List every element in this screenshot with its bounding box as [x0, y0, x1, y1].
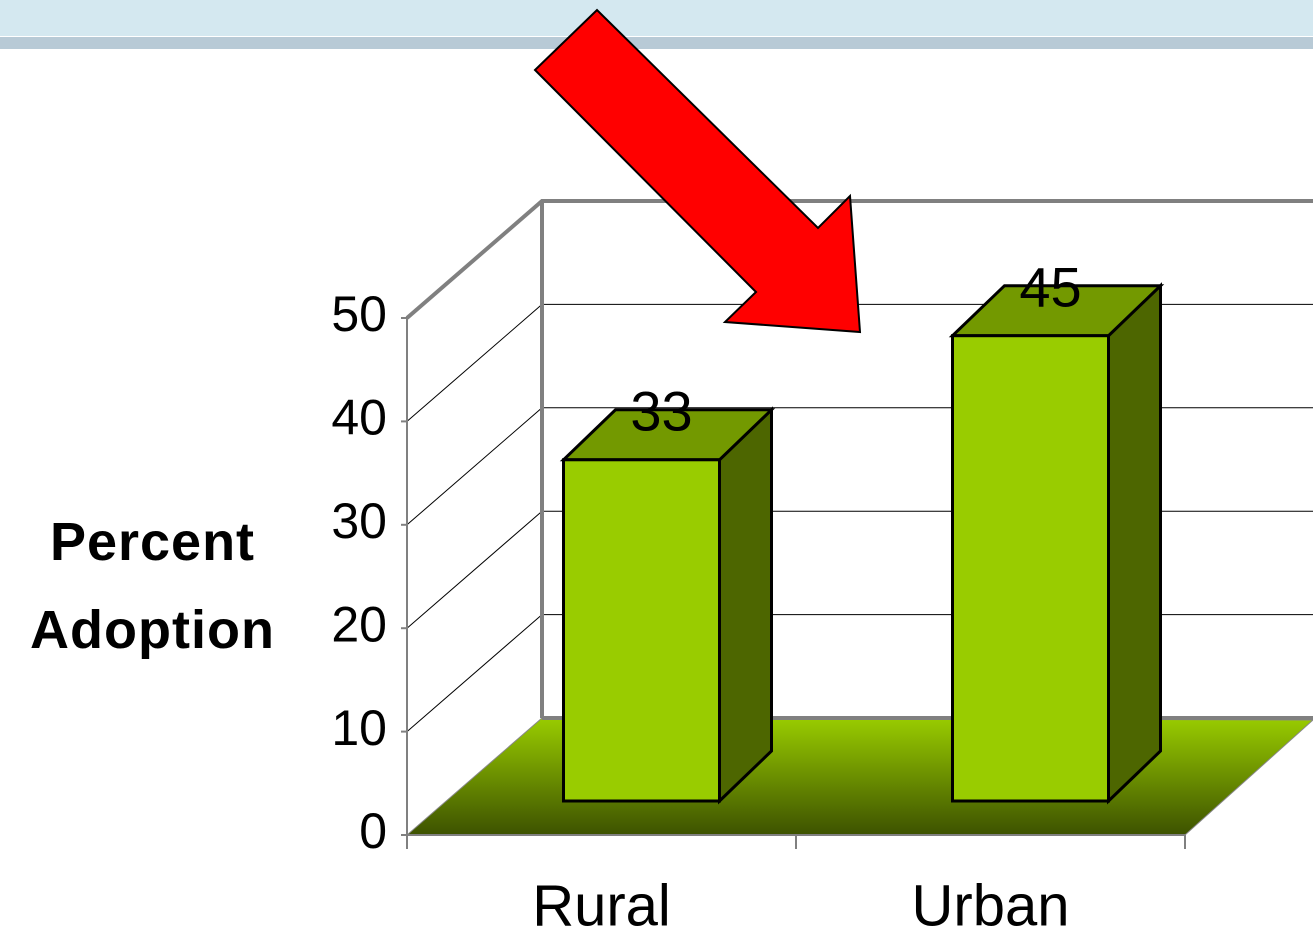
y-tick-label: 40	[331, 390, 387, 446]
bar	[951, 334, 1110, 803]
y-tick-label: 20	[331, 596, 387, 652]
grid-line	[406, 304, 543, 422]
header-band	[0, 0, 1313, 36]
data-label: 33	[630, 380, 692, 443]
bar-side	[1107, 282, 1162, 805]
arrow	[533, 8, 862, 334]
grid-line	[406, 510, 543, 629]
x-tick-label: Rural	[532, 873, 671, 938]
data-label: 45	[1019, 255, 1081, 318]
y-tick-label: 10	[331, 700, 387, 756]
grid-line	[406, 614, 543, 732]
floor	[405, 717, 1313, 836]
y-tick-label: 30	[331, 493, 387, 549]
header-rule	[0, 37, 1313, 49]
bar-side	[718, 406, 773, 805]
y-tick-label: 0	[359, 803, 387, 859]
grid-line	[406, 407, 543, 526]
y-tick-label: 50	[331, 286, 387, 342]
y-axis-label: Percent Adoption	[30, 512, 275, 660]
bar	[562, 458, 721, 803]
x-tick-label: Urban	[912, 873, 1070, 938]
